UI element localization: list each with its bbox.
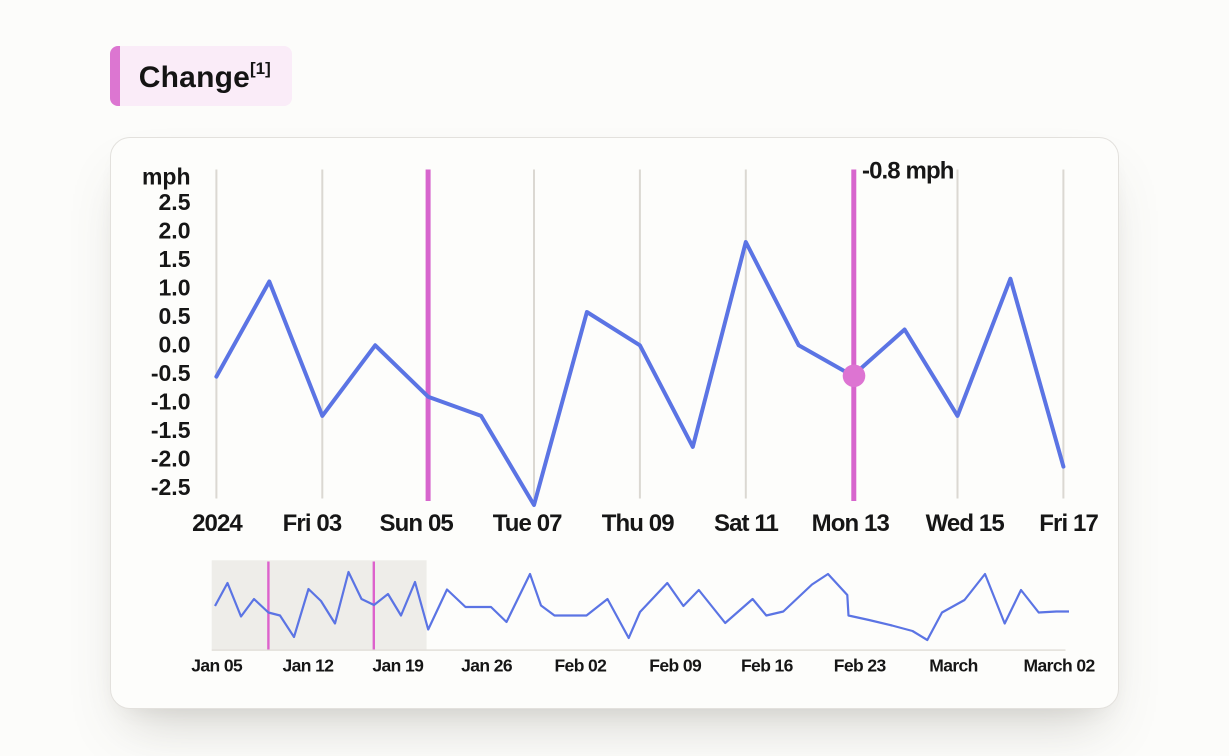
svg-text:March 02: March 02 xyxy=(1024,656,1096,676)
svg-text:mph: mph xyxy=(142,163,191,189)
svg-text:Jan 19: Jan 19 xyxy=(372,656,424,676)
svg-text:Feb 23: Feb 23 xyxy=(834,656,887,676)
svg-text:Tue 07: Tue 07 xyxy=(493,510,562,537)
svg-text:Wed 15: Wed 15 xyxy=(926,510,1005,537)
svg-text:-1.5: -1.5 xyxy=(151,417,191,443)
svg-text:2.0: 2.0 xyxy=(159,218,191,244)
svg-text:2.5: 2.5 xyxy=(159,189,191,215)
svg-text:Jan 12: Jan 12 xyxy=(283,656,335,676)
svg-text:2024: 2024 xyxy=(192,510,243,537)
svg-text:Feb 16: Feb 16 xyxy=(741,656,794,676)
svg-text:-1.0: -1.0 xyxy=(151,389,191,415)
svg-text:0.0: 0.0 xyxy=(159,332,191,358)
svg-text:-2.0: -2.0 xyxy=(151,446,191,472)
svg-text:-0.5: -0.5 xyxy=(151,360,191,386)
svg-text:Feb 09: Feb 09 xyxy=(649,656,702,676)
svg-text:0.5: 0.5 xyxy=(159,303,191,329)
svg-text:Fri 17: Fri 17 xyxy=(1039,510,1098,537)
svg-text:-0.8 mph: -0.8 mph xyxy=(862,158,954,185)
svg-text:-2.5: -2.5 xyxy=(151,474,191,500)
svg-text:March: March xyxy=(929,656,978,676)
svg-text:1.5: 1.5 xyxy=(159,246,191,272)
svg-text:Sun 05: Sun 05 xyxy=(380,510,454,537)
svg-text:1.0: 1.0 xyxy=(159,275,191,301)
svg-text:Feb 02: Feb 02 xyxy=(554,656,607,676)
svg-text:Jan 26: Jan 26 xyxy=(461,656,513,676)
svg-text:Jan 05: Jan 05 xyxy=(191,656,243,676)
svg-text:Fri 03: Fri 03 xyxy=(283,510,342,537)
svg-text:Sat 11: Sat 11 xyxy=(714,510,779,537)
svg-text:Mon 13: Mon 13 xyxy=(812,510,890,537)
svg-text:Thu 09: Thu 09 xyxy=(602,510,674,537)
